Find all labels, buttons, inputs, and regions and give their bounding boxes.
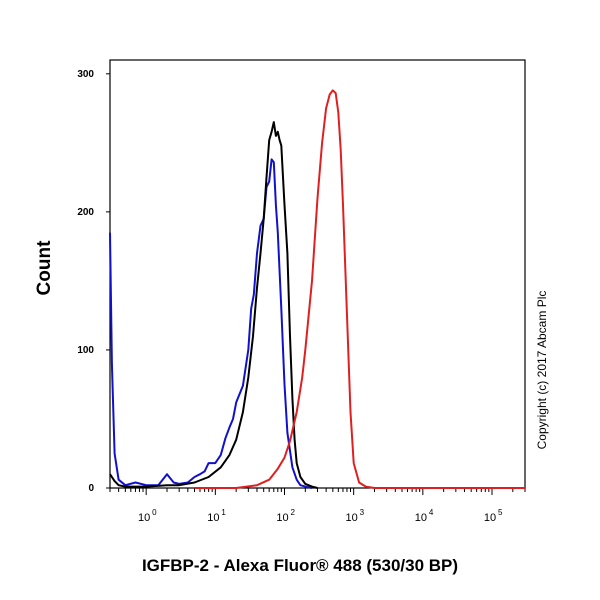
y-axis: 0 100 200 300 bbox=[77, 69, 110, 494]
y-axis-label: Count bbox=[34, 240, 55, 296]
histogram-series bbox=[109, 89, 525, 489]
x-axis: 10 0 10 1 10 2 10 3 10 4 10 5 bbox=[109, 488, 526, 524]
copyright-watermark: Copyright (c) 2017 Abcam Plc bbox=[535, 290, 549, 450]
y-tick-label: 0 bbox=[88, 483, 94, 494]
x-tick-label: 10 bbox=[207, 512, 219, 524]
x-axis-label: IGFBP-2 - Alexa Fluor® 488 (530/30 BP) bbox=[141, 556, 459, 575]
x-tick-label: 10 bbox=[276, 512, 288, 524]
plot-frame bbox=[109, 59, 526, 489]
x-tick-label: 10 bbox=[138, 512, 150, 524]
y-tick-label: 300 bbox=[77, 69, 94, 80]
x-tick-label: 10 bbox=[346, 512, 358, 524]
x-tick-exponent: 2 bbox=[290, 508, 295, 517]
x-tick-exponent: 3 bbox=[360, 508, 365, 517]
x-tick-exponent: 0 bbox=[152, 508, 157, 517]
x-tick-label: 10 bbox=[484, 512, 496, 524]
x-tick-exponent: 5 bbox=[498, 508, 503, 517]
x-tick-label: 10 bbox=[415, 512, 427, 524]
y-tick-label: 200 bbox=[77, 207, 94, 218]
histogram-series-3 bbox=[194, 89, 525, 489]
x-tick-exponent: 1 bbox=[221, 508, 226, 517]
histogram-series-1 bbox=[109, 158, 313, 489]
histogram-series-2 bbox=[109, 121, 318, 489]
y-tick-label: 100 bbox=[77, 345, 94, 356]
x-tick-exponent: 4 bbox=[429, 508, 434, 517]
